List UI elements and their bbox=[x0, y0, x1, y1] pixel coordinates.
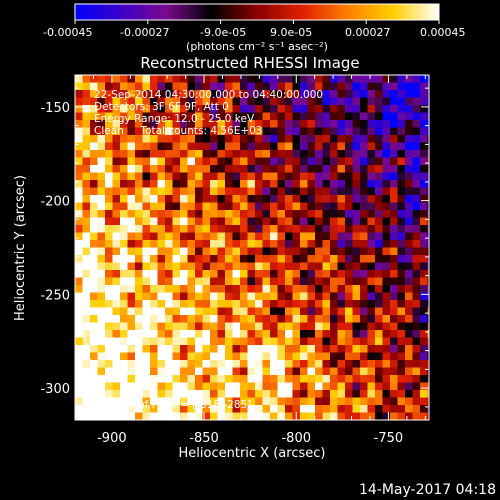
y-tick-label: -200 bbox=[40, 195, 70, 210]
limb-line bbox=[76, 302, 105, 421]
heatmap-image bbox=[75, 75, 429, 420]
y-axis-label: Heliocentric Y (arcsec) bbox=[13, 175, 28, 321]
y-tick-label: -250 bbox=[40, 288, 70, 303]
colorbar-gradient bbox=[74, 3, 440, 21]
axes: -900 -850 -800 -750 -150 -200 -250 -300 bbox=[40, 75, 429, 446]
colorbar: -0.00045 -0.00027 -9.0e-05 9.0e-05 0.000… bbox=[43, 3, 466, 53]
time-range-annotation: 22-Sep-2014 04:30:00.000 to 04:40:00.000 bbox=[94, 89, 323, 101]
colorbar-tick-label: 0.00027 bbox=[345, 26, 391, 39]
plot-frame bbox=[74, 74, 430, 421]
x-tick-label: -800 bbox=[281, 431, 311, 446]
colorbar-tick-label: -0.00045 bbox=[43, 26, 92, 39]
y-tick-label: -150 bbox=[40, 101, 70, 116]
y-tick-label: -300 bbox=[40, 382, 70, 397]
x-tick-label: -750 bbox=[374, 431, 404, 446]
colorbar-tick-label: 0.00045 bbox=[420, 26, 466, 39]
peak-annotation: Position of Peak = [-818,-285] bbox=[94, 399, 251, 411]
x-tick-label: -900 bbox=[97, 431, 127, 446]
clean-annotation: Clean Total counts: 4.56E+03 bbox=[94, 125, 263, 137]
colorbar-units-label: (photons cm⁻² s⁻¹ asec⁻²) bbox=[186, 40, 328, 53]
energy-annotation: Energy Range: 12.0 - 25.0 keV bbox=[94, 113, 255, 125]
colorbar-tick-label: 9.0e-05 bbox=[270, 26, 312, 39]
plot-title: Reconstructed RHESSI Image bbox=[140, 54, 359, 72]
x-tick-label: -850 bbox=[189, 431, 219, 446]
colorbar-tick-label: -0.00027 bbox=[120, 26, 169, 39]
colorbar-tick-label: -9.0e-05 bbox=[200, 26, 246, 39]
footer-timestamp: 14-May-2017 04:18 bbox=[359, 482, 496, 498]
x-axis-label: Heliocentric X (arcsec) bbox=[179, 446, 326, 461]
detectors-annotation: Detectors: 3F 6F 9F, Att 0 bbox=[94, 101, 229, 113]
